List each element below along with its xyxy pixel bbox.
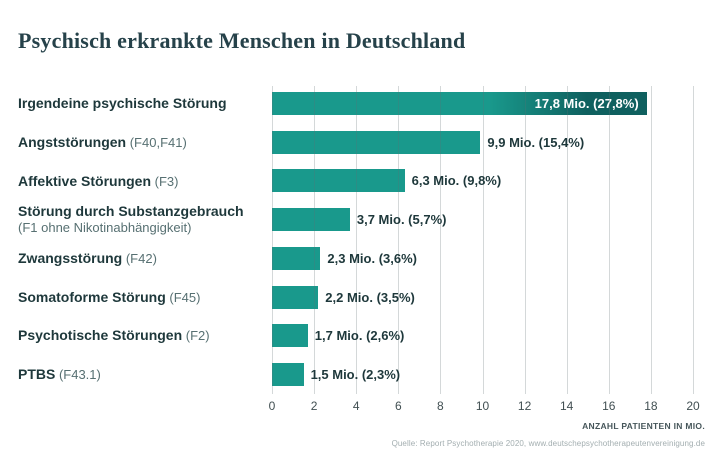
bar-row: Zwangsstörung (F42) 2,3 Mio. (3,6%) [0,246,720,270]
bar-row: Psychotische Störungen (F2) 1,7 Mio. (2,6… [0,324,720,348]
bar-row: Irgendeine psychische Störung 17,8 Mio. (… [0,92,720,115]
bar-value-label: 9,9 Mio. (15,4%) [487,134,585,150]
x-axis-label: ANZAHL PATIENTEN IN MIO. [582,421,705,431]
category-name: Angststörungen [18,133,127,150]
bar [272,362,304,386]
bar [272,130,481,154]
bar [272,208,350,232]
bar-value-label: 2,2 Mio. (3,5%) [325,289,415,305]
x-tick-label: 16 [602,399,616,413]
bar-value-label: 2,3 Mio. (3,6%) [327,250,417,266]
bar-value-label: 3,7 Mio. (5,7%) [356,212,447,228]
category-label: Affektive Störungen (F3) [18,173,268,191]
category-label: Störung durch Substanzgebrauch (F1 ohne N… [18,203,268,236]
bar-value-label: 1,7 Mio. (2,6%) [314,328,405,344]
category-label: Somatoforme Störung (F45) [18,289,268,307]
category-label: Psychotische Störungen (F2) [18,327,268,345]
category-label: PTBS (F43.1) [18,366,268,384]
bar [272,324,308,348]
x-tick-label: 10 [475,399,490,413]
category-label: Zwangsstörung (F42) [18,250,268,268]
bar-value-label: 17,8 Mio. (27,8%) [534,96,639,111]
x-tick-label: 4 [352,399,360,413]
category-name: Affektive Störungen [18,172,152,189]
category-name: Zwangsstörung [18,250,123,267]
category-code: (F3) [151,173,179,189]
bar-row: Angststörungen (F40,F41) 9,9 Mio. (15,4%) [0,130,720,154]
bar-row: PTBS (F43.1) 1,5 Mio. (2,3%) [0,362,720,386]
category-name: Psychotische Störungen [18,327,183,344]
bar-value-label: 1,5 Mio. (2,3%) [310,366,401,382]
bar [272,246,321,270]
category-code: (F42) [122,251,157,267]
category-label: Irgendeine psychische Störung [18,95,268,112]
x-tick-label: 20 [686,399,700,413]
x-tick-label: 2 [310,399,318,413]
category-code: (F40,F41) [126,134,187,150]
category-name: Störung durch Substanzgebrauch [18,203,244,220]
category-code: (F2) [182,328,210,344]
category-name: Irgendeine psychische Störung [18,95,227,112]
bar-row: Affektive Störungen (F3) 6,3 Mio. (9,8%) [0,169,720,193]
category-label: Angststörungen (F40,F41) [18,134,268,152]
bar-row: Störung durch Substanzgebrauch (F1 ohne N… [0,203,720,235]
x-tick-label: 18 [644,399,658,413]
bar-value-label: 6,3 Mio. (9,8%) [411,173,502,189]
bar [272,285,319,309]
x-tick-label: 8 [437,399,444,413]
category-code: (F43.1) [55,367,101,383]
x-tick-label: 14 [560,399,574,413]
source-note: Quelle: Report Psychotherapie 2020, www.… [391,439,705,448]
x-tick-label: 12 [517,399,532,413]
category-note: (F1 ohne Nikotinabhängigkeit) [18,219,192,235]
category-name: PTBS [18,366,56,383]
bar-row: Somatoforme Störung (F45) 2,2 Mio. (3,5%) [0,285,720,309]
category-code: (F45) [165,289,201,305]
x-tick-label: 0 [268,399,276,413]
page-title: Psychisch erkrankte Menschen in Deutschl… [18,28,466,53]
bar: 17,8 Mio. (27,8%) [272,92,647,115]
x-tick-label: 6 [394,399,402,413]
category-name: Somatoforme Störung [18,288,166,305]
bar [272,169,405,193]
